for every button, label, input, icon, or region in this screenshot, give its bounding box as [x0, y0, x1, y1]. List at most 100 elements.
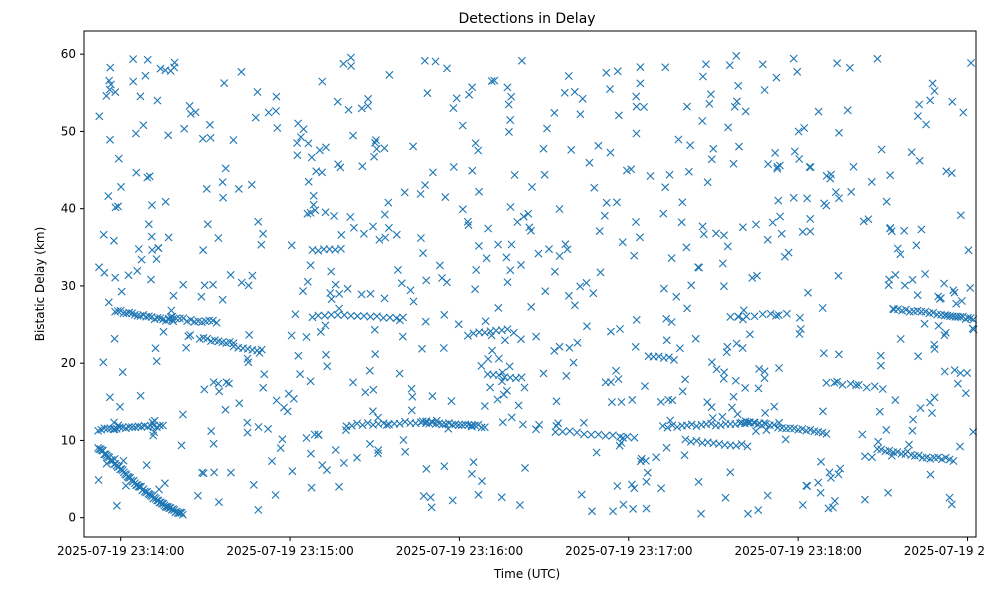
data-point — [585, 158, 594, 167]
data-point — [264, 424, 273, 433]
data-point — [478, 477, 486, 486]
data-point — [372, 136, 380, 145]
data-point — [501, 336, 509, 345]
data-point — [319, 245, 328, 254]
data-point — [838, 380, 847, 389]
data-point — [382, 421, 391, 429]
data-point — [864, 215, 873, 224]
data-point — [903, 447, 912, 456]
data-point — [521, 463, 529, 472]
data-point — [661, 63, 670, 72]
data-point — [198, 134, 207, 143]
data-point — [926, 96, 935, 105]
data-point — [395, 419, 404, 428]
data-point — [471, 285, 480, 294]
data-point — [179, 280, 188, 289]
data-point — [741, 107, 750, 116]
data-point — [259, 383, 268, 392]
data-point — [202, 184, 211, 193]
data-point — [245, 330, 254, 339]
data-point — [229, 136, 238, 145]
x-tick-label: 2025-07-19 23:16:00 — [396, 544, 523, 558]
data-point — [475, 187, 484, 196]
data-point — [834, 350, 843, 359]
data-point — [517, 260, 525, 269]
data-point — [964, 313, 973, 322]
data-point — [454, 421, 463, 430]
data-point — [760, 86, 769, 94]
data-point — [160, 479, 169, 488]
data-point — [184, 332, 193, 341]
data-point — [718, 412, 727, 421]
data-point — [731, 376, 740, 385]
data-point — [588, 507, 596, 516]
data-point — [504, 100, 513, 109]
data-point — [744, 509, 752, 518]
data-point — [907, 148, 916, 157]
data-point — [758, 310, 767, 319]
data-point — [582, 278, 591, 287]
data-point — [336, 244, 345, 253]
data-point — [822, 429, 831, 438]
data-point — [303, 209, 312, 218]
data-point — [206, 133, 215, 142]
data-point — [917, 307, 926, 316]
data-point — [817, 457, 825, 466]
data-point — [606, 148, 615, 157]
data-point — [469, 458, 478, 467]
data-point — [321, 208, 330, 217]
data-point — [889, 304, 898, 313]
data-point — [218, 295, 227, 304]
data-point — [219, 193, 228, 202]
data-point — [609, 507, 617, 516]
data-point — [826, 174, 835, 183]
data-point — [594, 430, 603, 439]
data-point — [137, 255, 146, 264]
data-point — [150, 428, 159, 437]
data-point — [913, 112, 922, 121]
data-point — [720, 368, 729, 377]
data-point — [409, 142, 418, 151]
data-point — [346, 311, 355, 320]
data-point — [602, 198, 611, 207]
data-point — [497, 493, 506, 502]
data-point — [630, 433, 639, 442]
data-point — [449, 163, 458, 171]
data-point — [99, 358, 108, 367]
data-point — [565, 343, 574, 352]
data-point — [630, 484, 639, 493]
data-point — [125, 308, 134, 317]
data-point — [226, 270, 235, 279]
data-point — [803, 194, 812, 203]
data-point — [670, 355, 678, 364]
data-point — [318, 77, 327, 86]
data-point — [964, 246, 973, 255]
data-point — [803, 482, 812, 490]
data-point — [675, 344, 684, 353]
data-point — [795, 155, 804, 163]
data-point — [968, 324, 977, 333]
data-point — [323, 362, 332, 371]
data-point — [703, 398, 712, 407]
data-point — [197, 292, 206, 301]
data-point — [730, 102, 739, 111]
data-point — [796, 325, 805, 333]
data-point — [723, 242, 732, 251]
data-point — [398, 332, 407, 341]
data-point — [550, 267, 559, 276]
data-point — [439, 344, 448, 352]
data-point — [590, 183, 599, 192]
data-point — [480, 402, 489, 410]
data-point — [494, 303, 503, 312]
data-point — [641, 382, 649, 391]
data-point — [726, 312, 735, 321]
data-point — [643, 468, 652, 477]
data-point — [567, 145, 576, 154]
data-point — [147, 232, 156, 241]
data-point — [499, 390, 508, 399]
data-point — [335, 304, 344, 313]
data-point — [613, 482, 622, 490]
data-point — [205, 316, 214, 325]
data-point — [443, 64, 451, 73]
data-point — [789, 54, 798, 63]
